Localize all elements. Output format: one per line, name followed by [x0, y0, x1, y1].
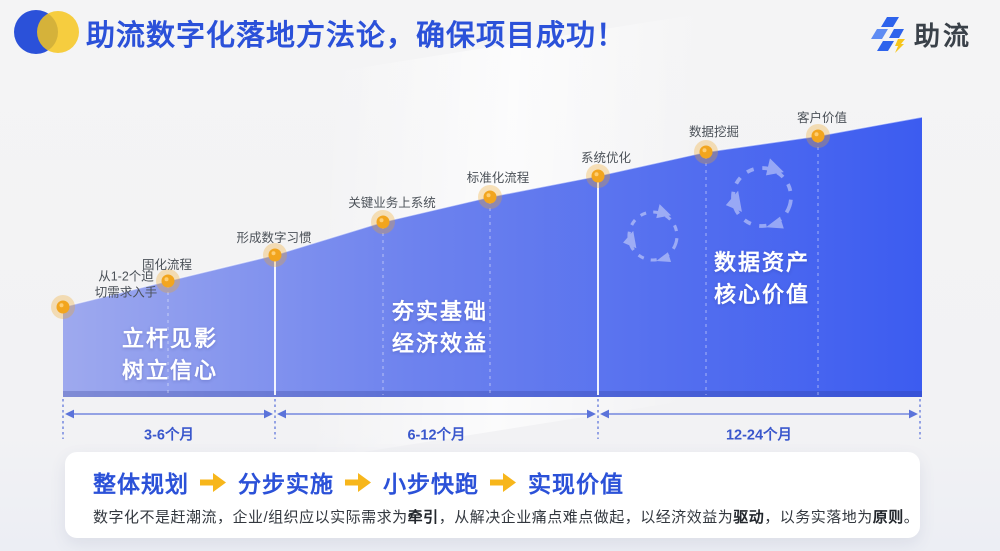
- milestone-dot-highlight: [487, 193, 491, 197]
- milestone-dot-icon: [484, 191, 497, 204]
- measure-left-arrow-icon: [600, 410, 609, 419]
- milestone-dot-highlight: [703, 148, 707, 152]
- note-bold-text: 牵引: [408, 509, 439, 526]
- note-text: 数字化不是赶潮流，企业/组织应以实际需求为: [93, 509, 408, 526]
- milestone-dot-icon: [57, 301, 70, 314]
- header: 助流数字化落地方法论，确保项目成功！ 助流: [0, 0, 1000, 64]
- milestone-dot-icon: [377, 216, 390, 229]
- milestone-dot-icon: [162, 275, 175, 288]
- measure-right-arrow-icon: [264, 410, 273, 419]
- lightning-bolt-icon: [871, 15, 907, 53]
- note-text: ，从解决企业痛点难点做起，以经济效益为: [439, 509, 734, 526]
- note-bold-text: 驱动: [733, 509, 764, 526]
- ramp-bottom-band: [63, 391, 922, 397]
- brand-name: 助流: [914, 16, 972, 53]
- measure-right-arrow-icon: [909, 410, 918, 419]
- note-bold-text: 原则: [873, 509, 904, 526]
- milestone-dot-highlight: [272, 251, 276, 255]
- flow-note: 数字化不是赶潮流，企业/组织应以实际需求为牵引，从解决企业痛点难点做起，以经济效…: [93, 506, 920, 527]
- yellow-circle-icon: [37, 11, 79, 53]
- milestone-dot-highlight: [815, 132, 819, 136]
- flow-arrow-icon: [490, 472, 517, 493]
- milestone-dot-highlight: [380, 218, 384, 222]
- milestone-dot-icon: [592, 170, 605, 183]
- milestone-dot-icon: [269, 249, 282, 262]
- flow-step: 小步快跑: [383, 465, 479, 499]
- page-title: 助流数字化落地方法论，确保项目成功！: [86, 12, 626, 54]
- milestone-dot-highlight: [60, 303, 64, 307]
- overlap-circles-icon: [14, 8, 80, 56]
- measure-left-arrow-icon: [65, 410, 74, 419]
- flow-step: 实现价值: [528, 465, 624, 499]
- milestone-dot-highlight: [165, 277, 169, 281]
- flow-step: 分步实施: [238, 465, 334, 499]
- note-text: ，以务实落地为: [764, 509, 873, 526]
- brand-logo: 助流: [871, 15, 972, 53]
- milestone-dot-icon: [700, 146, 713, 159]
- slide: 从1-2个迫切需求入手固化流程形成数字习惯关键业务上系统标准化流程系统优化数据挖…: [0, 0, 1000, 551]
- flow-arrow-icon: [200, 472, 227, 493]
- milestone-dot-highlight: [595, 172, 599, 176]
- measure-right-arrow-icon: [587, 410, 596, 419]
- flow-step: 整体规划: [93, 465, 189, 499]
- ramp-shape: [63, 117, 922, 397]
- summary-card: 整体规划 分步实施 小步快跑 实现价值 数字化不是赶潮流，企业/组织应以实际需求为牵引…: [65, 452, 920, 538]
- flow-arrow-icon: [345, 472, 372, 493]
- note-text: 。: [904, 509, 920, 526]
- measure-left-arrow-icon: [277, 410, 286, 419]
- flow-steps-row: 整体规划 分步实施 小步快跑 实现价值: [93, 465, 920, 499]
- milestone-dot-icon: [812, 130, 825, 143]
